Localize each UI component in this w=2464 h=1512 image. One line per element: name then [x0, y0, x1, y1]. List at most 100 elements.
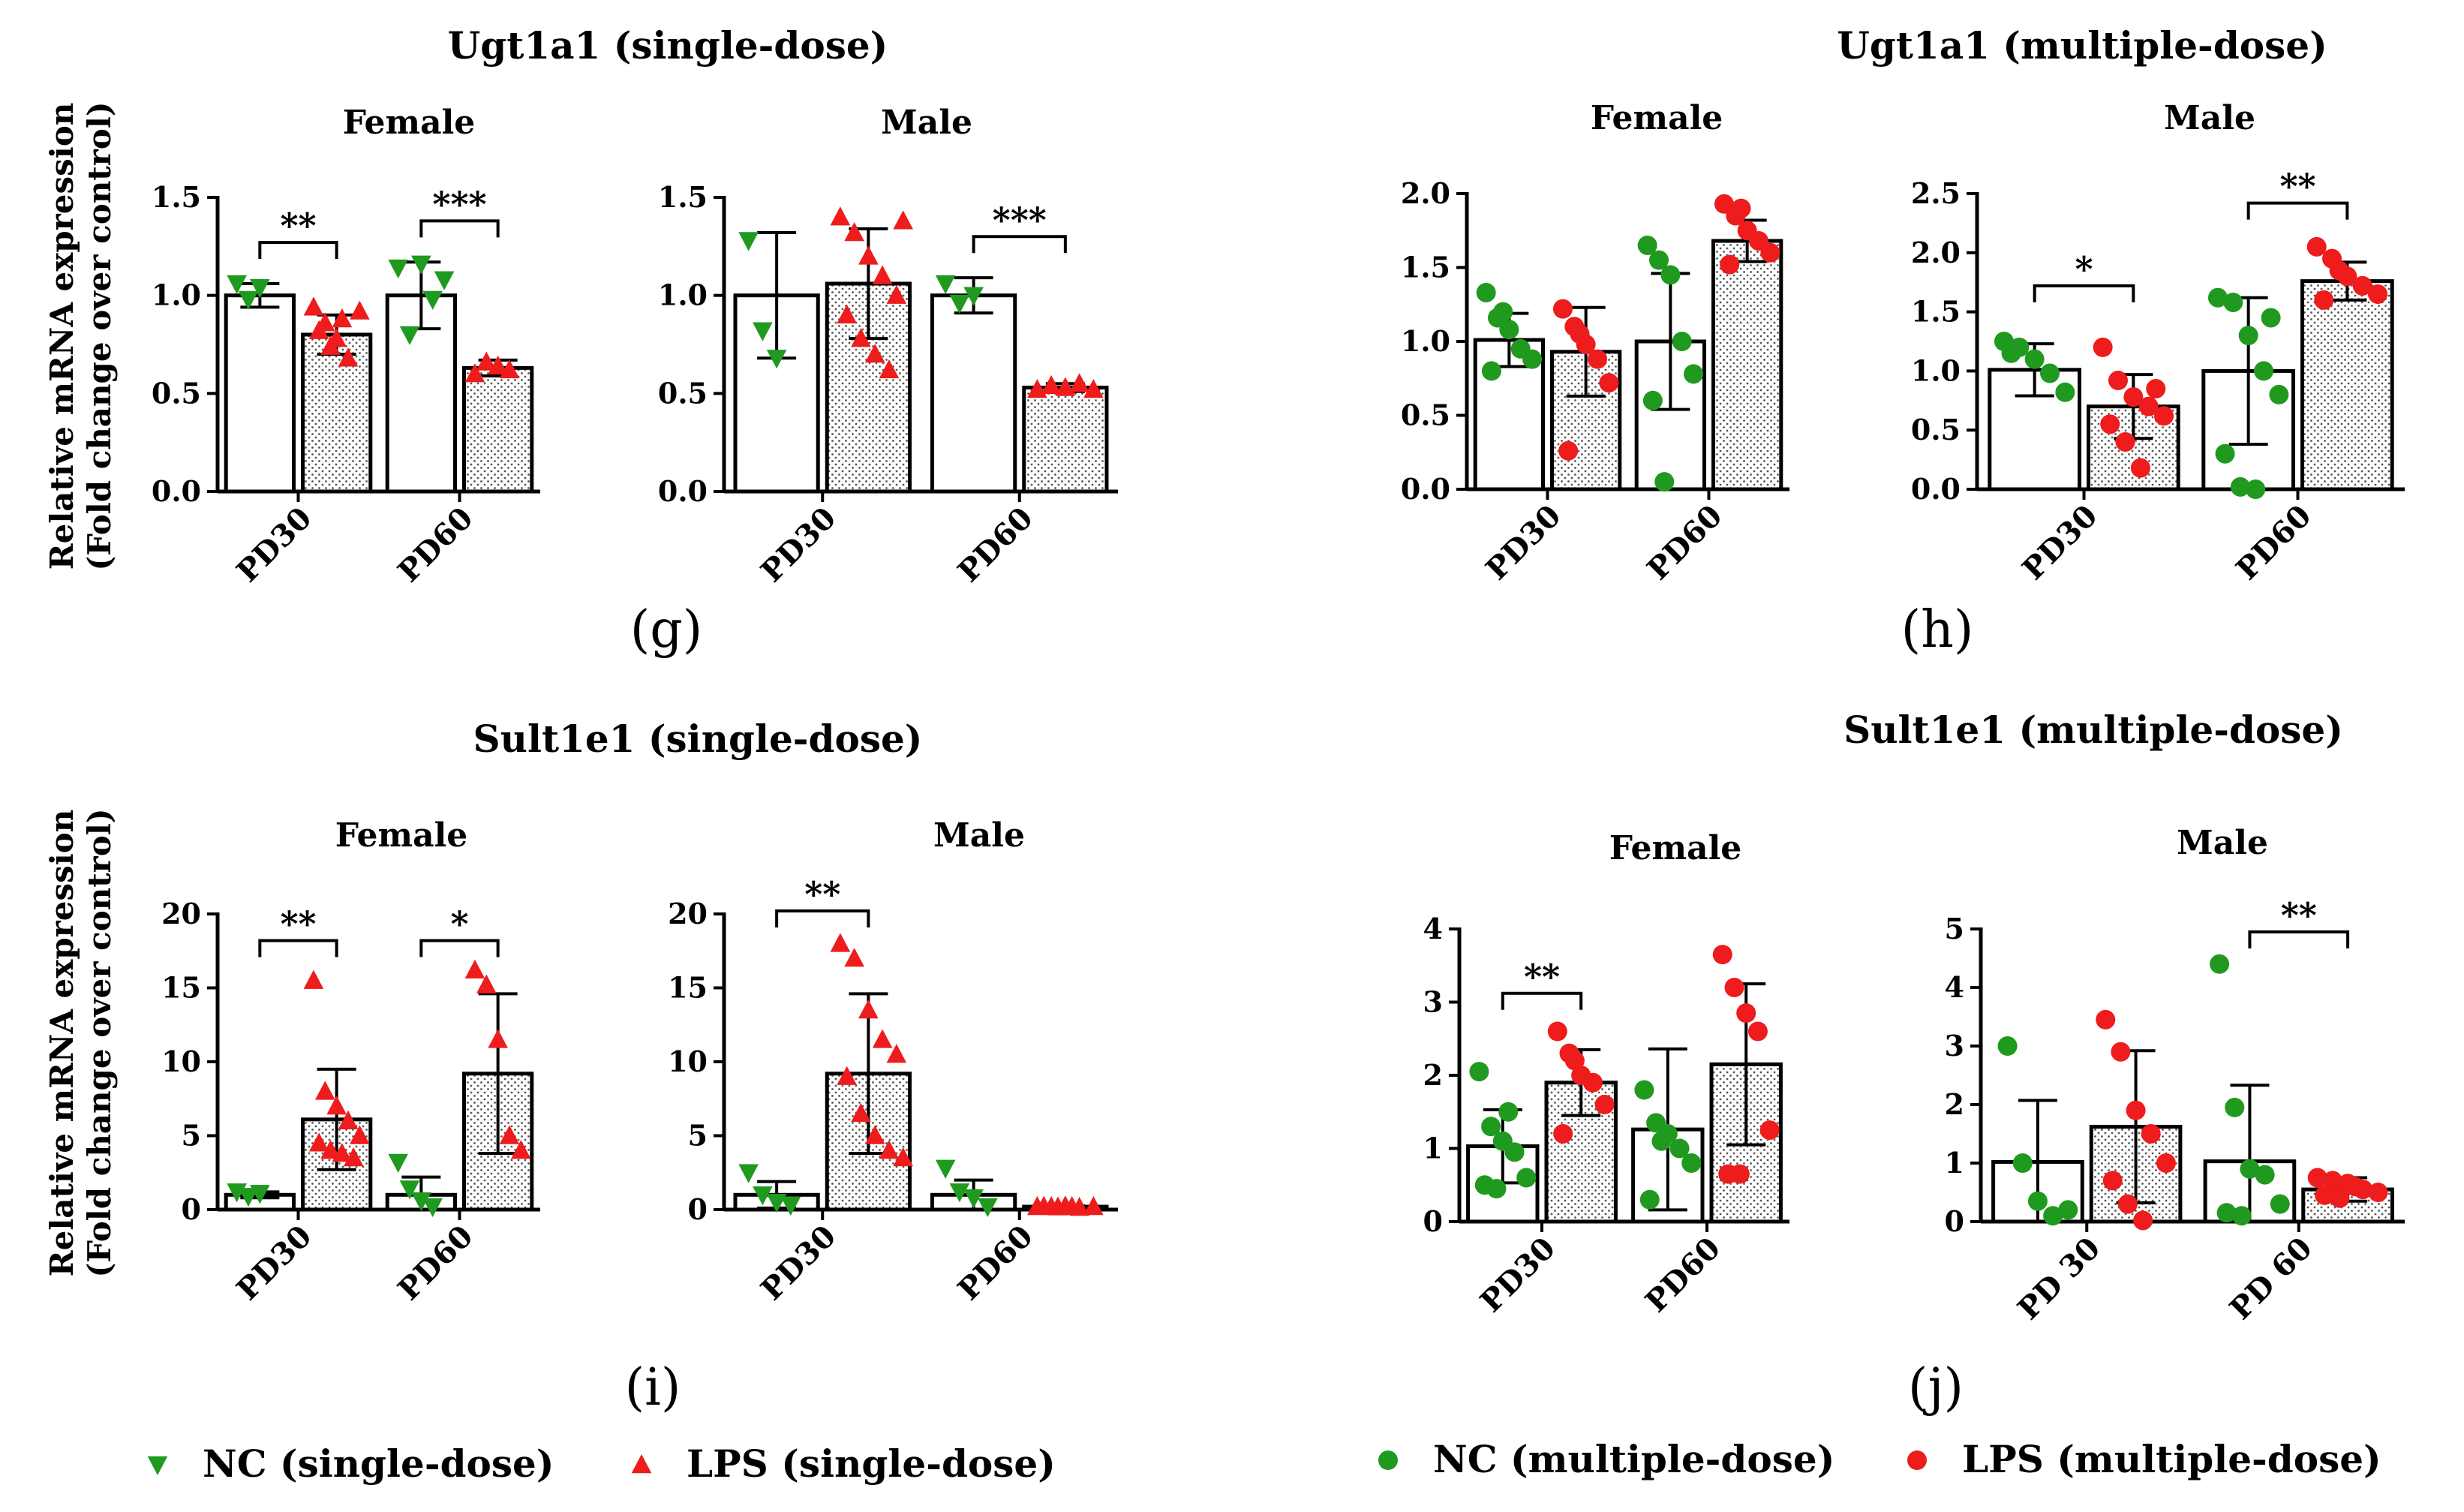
y-tick-label: 0.5 — [1401, 398, 1450, 432]
legend-item: NC (single-dose) — [147, 1441, 554, 1486]
data-point — [1083, 379, 1104, 398]
significance-bracket — [2246, 201, 2349, 220]
data-point — [2225, 1097, 2245, 1117]
data-point — [864, 344, 885, 363]
data-point — [338, 1110, 359, 1129]
data-point — [2352, 275, 2372, 296]
data-point — [238, 290, 259, 310]
data-point — [2043, 1206, 2063, 1226]
subplot-male: Male 0 1 2 3 4 5 PD 30 PD 60 ** — [1945, 824, 2405, 1327]
data-point — [879, 359, 900, 379]
data-point — [2133, 1210, 2153, 1231]
x-tick-label: PD60 — [951, 500, 1039, 589]
data-point — [738, 232, 759, 251]
y-axis-label-line: (Fold change over control) — [81, 808, 118, 1277]
data-point — [1760, 242, 1780, 263]
data-point — [872, 265, 893, 284]
data-point — [2100, 414, 2120, 434]
data-point — [886, 1044, 907, 1063]
x-tick-label: PD60 — [391, 1219, 479, 1307]
x-tick-label: PD60 — [391, 500, 479, 589]
data-point — [320, 1140, 341, 1159]
y-axis-label: Relative mRNA expression(Fold change ove… — [44, 101, 118, 570]
y-tick-label: 3 — [1945, 1029, 1964, 1063]
data-point — [388, 259, 408, 279]
data-point — [1712, 945, 1732, 965]
data-point — [422, 290, 443, 310]
data-point — [2055, 382, 2075, 402]
subplot-title: Female — [1591, 99, 1723, 137]
y-tick-label: 1.0 — [152, 278, 201, 312]
data-point — [753, 322, 773, 341]
legend-label: LPS (multiple-dose) — [1962, 1437, 2381, 1481]
y-tick-label: 0.0 — [1911, 472, 1961, 506]
legend-label: NC (multiple-dose) — [1433, 1437, 1834, 1481]
data-point — [250, 1185, 270, 1204]
y-tick-label: 15 — [668, 971, 708, 1005]
data-point — [2096, 1009, 2116, 1030]
data-point — [1041, 374, 1062, 395]
legend: NC (single-dose) LPS (single-dose) NC (mul… — [147, 1437, 2381, 1486]
data-point — [1582, 1072, 1603, 1093]
data-point — [2024, 349, 2045, 369]
x-tick-label: PD30 — [230, 1219, 318, 1307]
x-tick-label: PD 60 — [2223, 1231, 2319, 1327]
panel-i: Sult1e1 (single-dose) (i) Relative mRNA ex… — [44, 717, 1118, 1417]
legend-label: LPS (single-dose) — [687, 1441, 1056, 1486]
y-tick-label: 1.5 — [1401, 251, 1450, 284]
data-point — [2146, 379, 2166, 399]
significance-stars: ** — [280, 206, 316, 246]
data-point — [1476, 282, 1496, 302]
data-point — [1637, 235, 1657, 255]
y-tick-label: 0.5 — [658, 376, 708, 410]
data-point — [2306, 236, 2327, 257]
data-point — [935, 1159, 956, 1179]
data-point — [350, 300, 370, 320]
y-tick-label: 2 — [1945, 1087, 1964, 1121]
data-point — [1493, 302, 1513, 322]
y-tick-label: 15 — [161, 971, 201, 1005]
data-point — [1634, 1080, 1654, 1100]
data-point — [2039, 363, 2060, 383]
significance-bracket — [2248, 930, 2350, 948]
data-point — [399, 1180, 420, 1200]
data-point — [963, 1189, 984, 1209]
data-point — [1553, 1124, 1573, 1144]
bar — [301, 332, 373, 494]
y-tick-label: 0 — [182, 1192, 201, 1226]
data-point — [1642, 390, 1663, 410]
data-point — [2246, 479, 2266, 499]
data-point — [738, 1164, 759, 1183]
significance-bracket — [419, 219, 500, 238]
data-point — [1033, 1195, 1054, 1215]
data-point — [1660, 265, 1681, 285]
data-point — [2093, 337, 2113, 357]
data-point — [2322, 1171, 2342, 1191]
data-point — [2115, 431, 2135, 452]
data-point — [1522, 349, 1543, 369]
y-tick-label: 0.0 — [152, 474, 201, 508]
data-point — [1684, 364, 1704, 384]
data-point — [879, 1140, 900, 1159]
data-point — [837, 304, 858, 323]
subplot-title: Male — [933, 816, 1025, 855]
data-point — [476, 351, 497, 371]
data-point — [2138, 396, 2159, 416]
data-point — [2141, 1124, 2161, 1144]
data-point — [1729, 1164, 1750, 1184]
x-tick-label: PD60 — [1639, 1231, 1727, 1319]
data-point — [2102, 1171, 2123, 1191]
subplot-male: Male 0 5 10 15 20 PD30 PD60 ** — [668, 816, 1118, 1307]
data-point — [2253, 361, 2273, 381]
y-tick-label: 4 — [1945, 970, 1964, 1004]
legend-marker — [147, 1456, 168, 1475]
data-point — [2240, 1159, 2260, 1179]
data-point — [2261, 308, 2281, 328]
y-tick-label: 1.0 — [658, 278, 708, 312]
bar — [224, 293, 296, 494]
significance-bracket — [775, 909, 870, 928]
data-point — [2345, 1177, 2365, 1197]
significance-stars: * — [450, 903, 468, 944]
data-point — [332, 308, 353, 328]
